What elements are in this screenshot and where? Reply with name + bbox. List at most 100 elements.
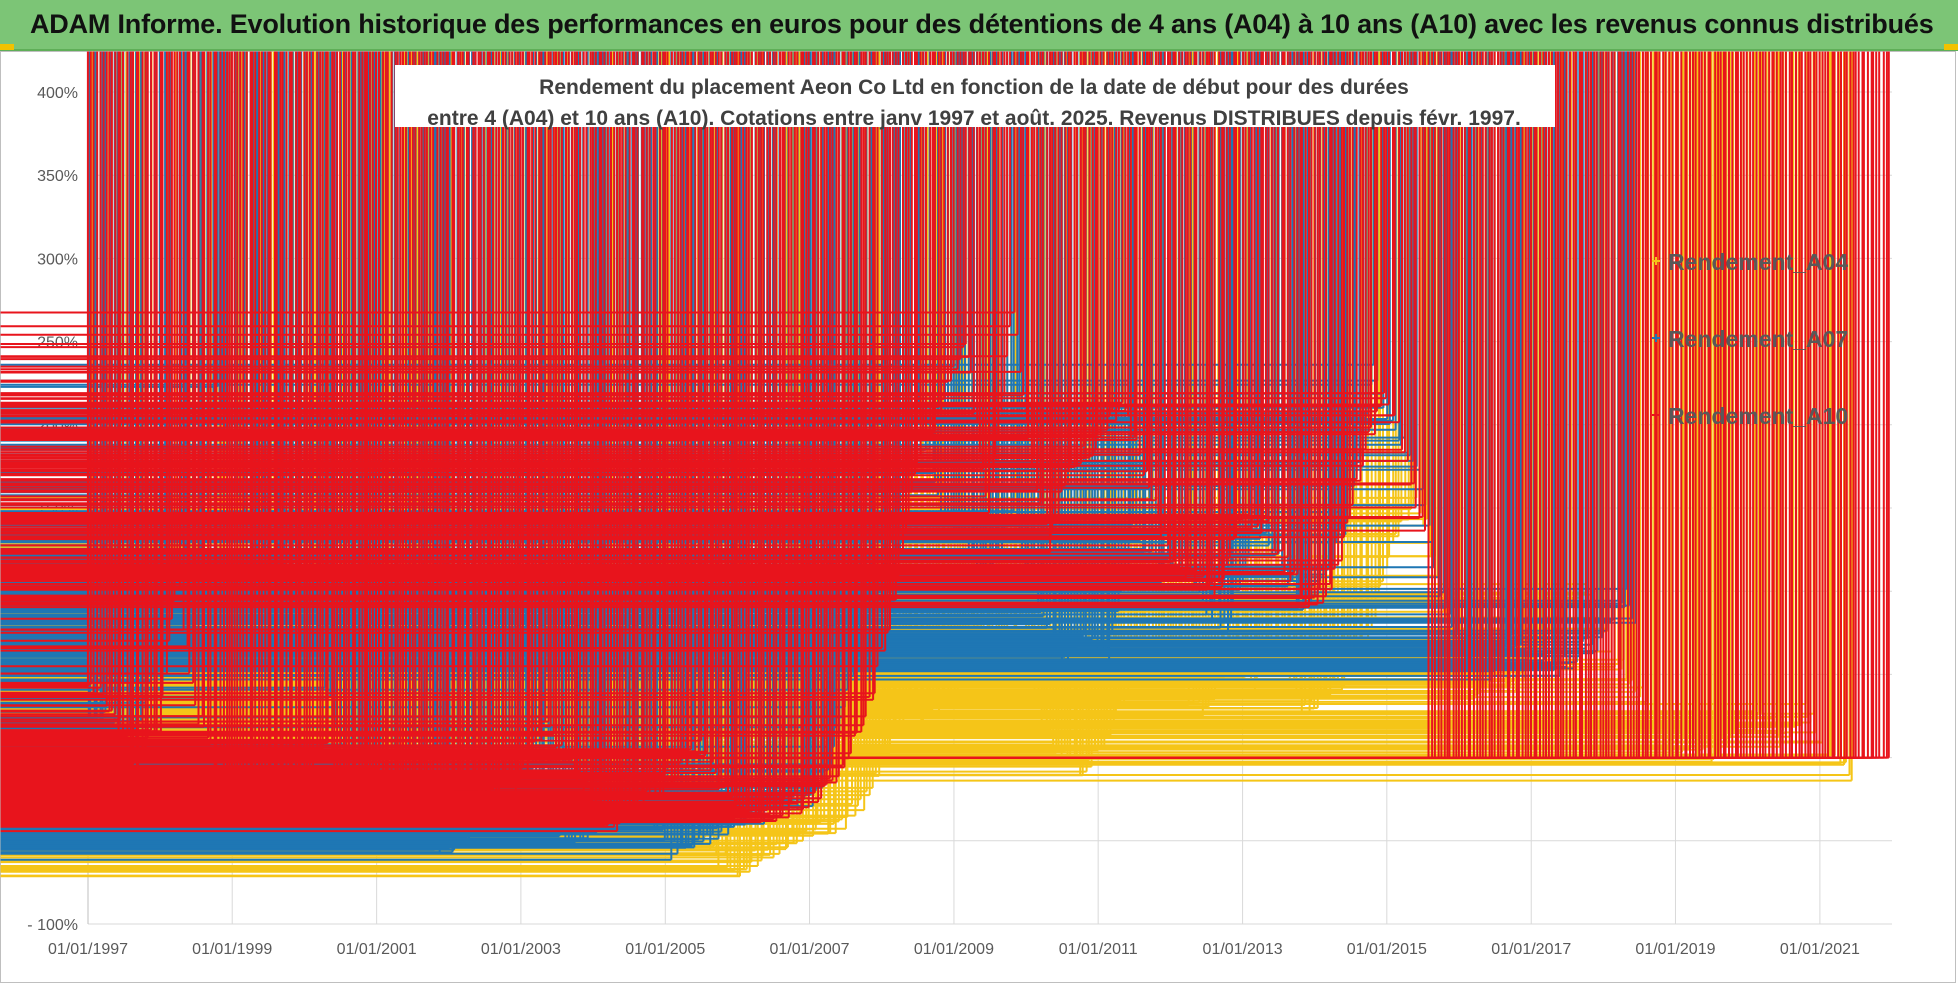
x-tick-label: 01/01/2015 xyxy=(1347,941,1427,958)
data-point xyxy=(0,51,1388,400)
scatter-chart: - 100%- 50%0%50%100%150%200%250%300%350%… xyxy=(0,51,1892,958)
data-point xyxy=(0,51,703,742)
data-point xyxy=(0,51,714,763)
x-tick-label: 01/01/2011 xyxy=(1059,941,1138,958)
data-point xyxy=(0,51,197,707)
data-point xyxy=(0,51,173,620)
data-point xyxy=(0,51,1284,552)
data-point xyxy=(0,51,616,828)
data-point xyxy=(0,51,771,816)
x-axis: 01/01/1997 01/01/1999 01/01/2001 01/01/2003… xyxy=(48,941,1860,958)
data-point xyxy=(0,51,949,383)
data-point xyxy=(0,51,195,684)
data-point xyxy=(0,51,834,782)
x-tick-label: 01/01/2017 xyxy=(1491,941,1571,958)
x-tick-label: 01/01/2021 xyxy=(1780,941,1860,958)
corner-marker xyxy=(0,44,14,50)
data-point xyxy=(0,51,887,652)
y-tick-label: - 100% xyxy=(27,917,78,934)
legend-marker xyxy=(1652,411,1660,419)
legend-label: Rendement_A07 xyxy=(1668,326,1848,352)
data-point xyxy=(0,51,1063,493)
data-point xyxy=(0,51,1413,486)
data-point xyxy=(0,51,1019,336)
y-tick-label: 400% xyxy=(37,85,78,102)
data-point xyxy=(0,51,1403,451)
data-point xyxy=(0,51,1072,466)
data-point xyxy=(0,51,1138,441)
data-point xyxy=(0,51,1148,473)
data-point xyxy=(0,51,1416,485)
legend-label: Rendement_A04 xyxy=(1668,249,1848,275)
data-point xyxy=(0,51,1289,559)
data-point xyxy=(0,51,810,809)
data-point xyxy=(0,51,709,753)
data-point xyxy=(0,51,1325,604)
data-point xyxy=(0,51,1299,576)
x-tick-label: 01/01/1999 xyxy=(192,941,272,958)
data-point xyxy=(0,51,1124,404)
data-point xyxy=(0,51,1251,516)
data-point xyxy=(0,51,876,695)
data-point xyxy=(0,51,803,815)
title-background xyxy=(395,65,1555,127)
data-point xyxy=(0,51,1386,395)
report-banner: ADAM Informe. Evolution historique des p… xyxy=(0,0,1958,51)
data-point xyxy=(0,51,1406,454)
data-point xyxy=(0,51,1372,429)
data-point xyxy=(0,51,1153,501)
data-point xyxy=(0,51,1396,417)
data-point xyxy=(0,51,1157,502)
x-tick-label: 01/01/2001 xyxy=(337,941,417,958)
data-point xyxy=(0,51,1340,566)
data-point xyxy=(0,51,1333,591)
data-point xyxy=(0,51,191,675)
data-point xyxy=(0,51,153,732)
data-point xyxy=(0,51,1890,759)
x-tick-label: 01/01/2019 xyxy=(1635,941,1715,958)
data-point xyxy=(0,51,967,345)
data-point xyxy=(0,51,820,804)
data-point xyxy=(0,51,1424,518)
x-tick-label: 01/01/2009 xyxy=(914,941,994,958)
data-point xyxy=(0,51,1292,583)
x-tick-label: 01/01/2005 xyxy=(625,941,705,958)
data-point xyxy=(0,51,865,727)
x-tick-label: 01/01/2003 xyxy=(481,941,561,958)
data-point xyxy=(0,51,955,368)
data-point xyxy=(0,51,1085,448)
y-tick-label: 350% xyxy=(37,168,78,185)
data-point xyxy=(0,51,693,751)
data-point xyxy=(0,51,1426,532)
data-point xyxy=(0,51,796,796)
data-point xyxy=(0,51,1259,528)
data-point xyxy=(0,51,550,723)
data-point xyxy=(0,51,1343,562)
data-point xyxy=(0,51,1362,482)
data-point xyxy=(0,51,171,642)
data-point xyxy=(0,51,883,649)
data-point xyxy=(0,51,1401,424)
data-point xyxy=(0,51,875,701)
data-point xyxy=(0,51,1175,563)
chart-title-line-2: entre 4 (A04) et 10 ans (A10). Cotations… xyxy=(427,107,1521,130)
data-point xyxy=(0,51,891,631)
data-point xyxy=(0,51,987,498)
chart-title-line-1: Rendement du placement Aeon Co Ltd en fo… xyxy=(539,76,1409,99)
data-point xyxy=(0,51,113,712)
data-point xyxy=(0,51,936,432)
data-point xyxy=(0,51,867,718)
banner-title: ADAM Informe. Evolution historique des p… xyxy=(30,9,1934,39)
data-point xyxy=(0,51,879,668)
data-point xyxy=(0,51,952,382)
legend-label: Rendement_A10 xyxy=(1668,403,1848,429)
data-point xyxy=(0,51,619,833)
data-point xyxy=(0,51,1336,570)
data-point xyxy=(0,51,786,801)
data-point xyxy=(0,51,852,755)
data-point xyxy=(0,51,1370,434)
data-point xyxy=(0,51,959,371)
data-point xyxy=(0,51,863,733)
data-point xyxy=(0,51,102,689)
data-point xyxy=(0,51,1009,358)
